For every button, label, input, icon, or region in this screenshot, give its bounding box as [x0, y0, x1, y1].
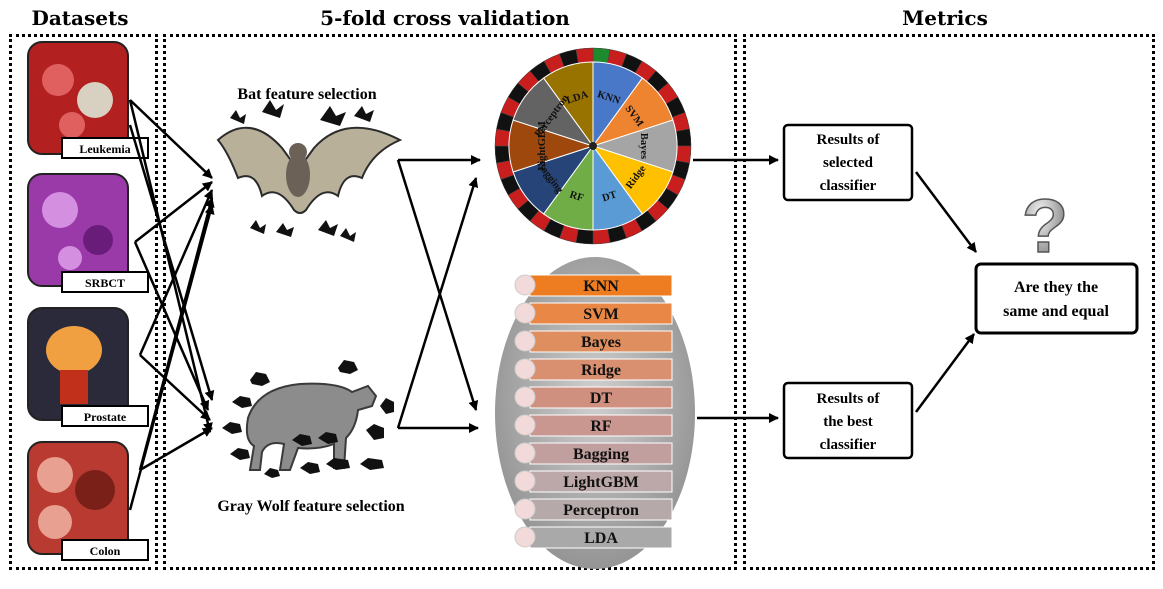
classifier-list-item: DT [514, 386, 673, 409]
classifier-list-label: SVM [583, 306, 619, 323]
classifier-wheel: KNNSVMBayesRidgeDTRFBaggingLightGBMPerce… [494, 47, 692, 245]
dataset-tile-srbct: SRBCT [27, 173, 149, 293]
dataset-label-prostate: Prostate [84, 410, 127, 424]
wheel-rim-pocket [575, 228, 594, 245]
best-results-line-2: the best [823, 414, 873, 430]
classifier-bullet [514, 470, 536, 492]
classifier-bullet [514, 498, 536, 520]
classifier-list-label: LDA [584, 530, 618, 547]
wheel-rim-pocket [494, 145, 511, 164]
cross-validation-header: 5-fold cross validation [320, 6, 570, 30]
selected-results-box: Results of selected classifier [782, 123, 914, 202]
best-results-line-1: Results of [817, 391, 881, 407]
classifier-list-label: DT [590, 390, 613, 407]
wheel-rim-pocket [592, 47, 611, 64]
classifier-list-item: KNN [514, 274, 673, 297]
metrics-header: Metrics [902, 6, 988, 30]
selection-arrows [396, 155, 977, 433]
question-line-1: Are they the [1014, 279, 1098, 296]
selected-results-line-1: Results of [817, 132, 881, 148]
classifier-list-item: LightGBM [514, 470, 673, 493]
dataset-label-srbct: SRBCT [85, 276, 125, 290]
selected-results-line-2: selected [823, 155, 874, 171]
classifier-bullet [514, 386, 536, 408]
wheel-segment [542, 61, 594, 148]
wolf-icon [222, 360, 394, 478]
classifier-bullet [514, 302, 536, 324]
wheel-segment-label: LightGBM [537, 121, 548, 171]
datasets-panel [9, 34, 158, 570]
wheel-segment-label: DT [601, 189, 618, 204]
wheel-rim-pocket [494, 128, 511, 147]
dataset-tile-colon: Colon [27, 441, 149, 561]
classifier-list-item: LDA [514, 526, 673, 549]
classifier-list-label: RF [590, 418, 612, 435]
classifier-bullet [514, 274, 536, 296]
dataset-tile-leukemia: Leukemia [27, 41, 149, 159]
wheel-rim-pocket [675, 145, 692, 164]
classifier-list-item: Bagging [514, 442, 673, 465]
classifier-list-label: LightGBM [563, 474, 639, 491]
wheel-rim-pocket [575, 47, 594, 64]
classifier-list-label: KNN [583, 278, 619, 295]
classifier-list-item: SVM [514, 302, 673, 325]
cross-validation-panel [163, 34, 737, 570]
bat-icon [216, 100, 403, 242]
dataset-label-colon: Colon [90, 544, 121, 558]
best-results-line-3: classifier [820, 437, 877, 453]
classifier-list-item: Ridge [514, 358, 673, 381]
wheel-rim-pocket [592, 228, 611, 245]
classifier-bullet [514, 330, 536, 352]
best-results-box: Results of the best classifier [782, 381, 914, 460]
classifier-list-label: Ridge [581, 362, 621, 379]
wheel-rim-pocket [675, 128, 692, 147]
bat-feature-selection-label: Bat feature selection [237, 86, 376, 103]
metrics-panel [743, 34, 1155, 570]
classifier-list-item: RF [514, 414, 673, 437]
selected-results-line-3: classifier [820, 178, 877, 194]
classifier-bullet [514, 526, 536, 548]
classifier-list: KNN SVM Bayes Ridge DT RF Bagging LightGBM Perce… [514, 274, 673, 549]
wheel-segment-label: Bayes [638, 133, 649, 159]
dataset-tiles: Leukemia SRBCT Prostate Colon [27, 41, 149, 561]
wheel-segment-label: RF [568, 189, 585, 204]
datasets-header: Datasets [31, 6, 129, 30]
classifier-list-item: Perceptron [514, 498, 673, 521]
classifier-bullet [514, 414, 536, 436]
wolf-feature-selection-label: Gray Wolf feature selection [217, 498, 404, 515]
classifier-list-item: Bayes [514, 330, 673, 353]
dataset-label-leukemia: Leukemia [79, 142, 130, 156]
dataset-arrows [128, 99, 215, 511]
classifier-list-label: Perceptron [563, 502, 639, 519]
wheel-hub [589, 142, 597, 150]
classifier-list-label: Bayes [581, 334, 621, 351]
dataset-tile-prostate: Prostate [27, 307, 149, 427]
classifier-bullet [514, 358, 536, 380]
classifier-bullet [514, 442, 536, 464]
question-line-2: same and equal [1003, 303, 1109, 320]
question-box: Are they the same and equal [974, 262, 1139, 335]
question-mark-icon: ? [1022, 184, 1068, 269]
classifier-list-label: Bagging [573, 446, 629, 463]
